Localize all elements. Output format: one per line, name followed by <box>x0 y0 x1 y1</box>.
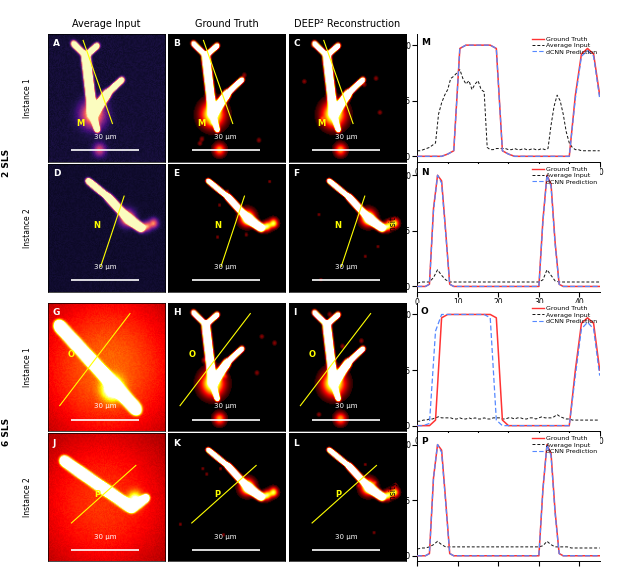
Text: Instance 1: Instance 1 <box>23 78 32 118</box>
Text: 30 μm: 30 μm <box>94 134 116 140</box>
Text: DEEP² Reconstruction: DEEP² Reconstruction <box>294 19 401 29</box>
Text: M: M <box>77 119 85 128</box>
Text: M: M <box>421 38 430 47</box>
Y-axis label: Intensity: Intensity <box>388 481 397 514</box>
Text: 30 μm: 30 μm <box>214 404 237 409</box>
Text: N: N <box>334 221 341 230</box>
Text: Ground Truth: Ground Truth <box>195 19 259 29</box>
Text: 30 μm: 30 μm <box>335 534 357 540</box>
Text: C: C <box>293 39 300 48</box>
Text: 30 μm: 30 μm <box>214 134 237 140</box>
Text: O: O <box>68 350 75 359</box>
Legend: Ground Truth, Average Input, dCNN Prediction: Ground Truth, Average Input, dCNN Predic… <box>532 166 598 185</box>
Text: 30 μm: 30 μm <box>214 264 237 270</box>
Text: 30 μm: 30 μm <box>94 264 116 270</box>
Text: O: O <box>308 350 316 359</box>
Text: A: A <box>52 39 60 48</box>
Text: N: N <box>214 221 221 230</box>
Legend: Ground Truth, Average Input, dCNN Prediction: Ground Truth, Average Input, dCNN Predic… <box>532 305 598 324</box>
Text: N: N <box>93 221 100 230</box>
Text: Instance 2: Instance 2 <box>23 477 32 517</box>
Text: B: B <box>173 39 180 48</box>
Y-axis label: Intensity: Intensity <box>388 211 397 245</box>
Text: G: G <box>52 308 60 318</box>
Text: K: K <box>173 439 180 447</box>
Text: H: H <box>173 308 180 318</box>
Y-axis label: Intensity: Intensity <box>388 81 397 115</box>
Text: O: O <box>188 350 195 359</box>
Text: P: P <box>94 490 100 500</box>
Text: J: J <box>52 439 56 447</box>
Text: F: F <box>293 170 300 178</box>
Text: 30 μm: 30 μm <box>335 264 357 270</box>
Text: M: M <box>317 119 326 128</box>
Text: P: P <box>214 490 221 500</box>
Text: P: P <box>335 490 341 500</box>
Text: 30 μm: 30 μm <box>335 404 357 409</box>
Text: Instance 2: Instance 2 <box>23 208 32 248</box>
Legend: Ground Truth, Average Input, dCNN Prediction: Ground Truth, Average Input, dCNN Predic… <box>532 36 598 55</box>
Text: 30 μm: 30 μm <box>94 534 116 540</box>
Text: L: L <box>293 439 299 447</box>
X-axis label: Lateral Position (microns): Lateral Position (microns) <box>460 179 557 188</box>
Text: I: I <box>293 308 297 318</box>
Text: 30 μm: 30 μm <box>94 404 116 409</box>
Y-axis label: Intensity: Intensity <box>388 350 397 384</box>
Text: Instance 1: Instance 1 <box>23 348 32 387</box>
Text: E: E <box>173 170 179 178</box>
Legend: Ground Truth, Average Input, dCNN Prediction: Ground Truth, Average Input, dCNN Predic… <box>532 435 598 455</box>
Text: 2 SLS: 2 SLS <box>2 149 11 177</box>
Text: M: M <box>197 119 205 128</box>
Text: P: P <box>421 437 428 446</box>
Text: 6 SLS: 6 SLS <box>2 418 11 446</box>
X-axis label: Lateral Position (microns): Lateral Position (microns) <box>460 308 557 318</box>
Text: O: O <box>421 307 429 316</box>
Text: 30 μm: 30 μm <box>335 134 357 140</box>
Text: N: N <box>421 168 429 177</box>
X-axis label: Lateral Position (microns): Lateral Position (microns) <box>460 448 557 457</box>
Text: 30 μm: 30 μm <box>214 534 237 540</box>
Text: D: D <box>52 170 60 178</box>
Text: Average Input: Average Input <box>72 19 141 29</box>
